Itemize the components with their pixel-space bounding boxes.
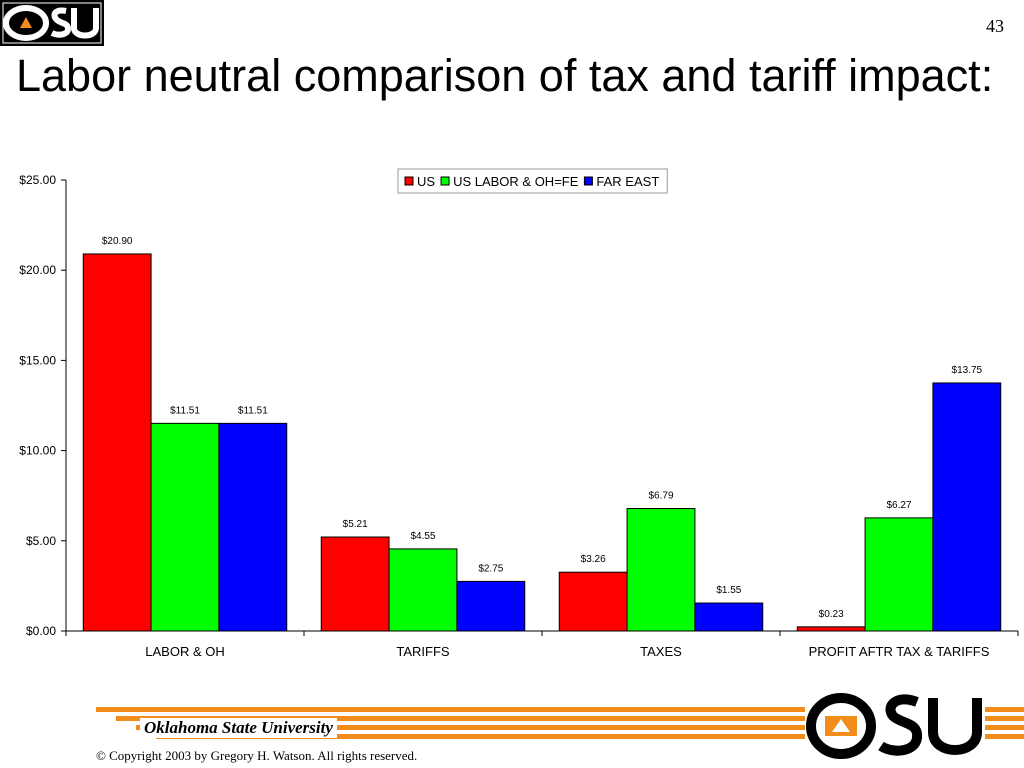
category-label: TARIFFS [396, 644, 450, 659]
y-tick-label: $10.00 [19, 444, 56, 458]
bar [150, 422, 220, 632]
bar [694, 602, 764, 632]
bar-data-label: $5.21 [343, 519, 368, 530]
bar-data-label: $1.55 [716, 585, 741, 596]
bar [864, 517, 934, 632]
bar-data-label: $11.51 [170, 405, 200, 416]
bar [796, 626, 866, 632]
y-tick-label: $20.00 [19, 263, 56, 277]
bar-data-label: $11.51 [238, 405, 268, 416]
category-label: LABOR & OH [145, 644, 224, 659]
legend-swatch [404, 176, 414, 186]
chart-legend: US US LABOR & OH=FE FAR EAST [397, 168, 668, 194]
chart-bars [82, 253, 1002, 632]
bar-data-label: $3.26 [581, 554, 606, 565]
bar [388, 548, 458, 632]
osu-logo-large [805, 690, 985, 762]
legend-label: US LABOR & OH=FE [453, 174, 579, 189]
legend-swatch [583, 176, 593, 186]
osu-logo-small [0, 0, 104, 46]
footer-stripes [96, 707, 1024, 739]
category-label: PROFIT AFTR TAX & TARIFFS [809, 644, 990, 659]
bar [932, 382, 1002, 632]
legend-swatch [440, 176, 450, 186]
slide-title: Labor neutral comparison of tax and tari… [16, 50, 994, 101]
y-tick-label: $5.00 [26, 534, 56, 548]
bar [82, 253, 152, 632]
bar [558, 571, 628, 632]
chart-data-labels: $20.90 $11.51 $11.51 $5.21 $4.55 $2.75 $3.26 $6… [102, 236, 983, 620]
bar [626, 508, 696, 632]
legend-label: FAR EAST [596, 174, 659, 189]
copyright-notice: © Copyright 2003 by Gregory H. Watson. A… [96, 748, 418, 763]
bar-data-label: $6.79 [648, 491, 673, 502]
bar-data-label: $13.75 [952, 365, 983, 376]
legend-label: US [417, 174, 435, 189]
y-tick-label: $15.00 [19, 353, 56, 367]
chart-axes: $0.00 $5.00 $10.00 $15.00 $20.00 $25.00 LABOR … [19, 173, 1019, 659]
bar-data-label: $2.75 [478, 563, 503, 574]
bar-data-label: $4.55 [410, 531, 435, 542]
bar [320, 536, 390, 632]
bar-data-label: $20.90 [102, 236, 133, 247]
bar-data-label: $0.23 [819, 609, 844, 620]
bar [456, 580, 526, 632]
category-label: TAXES [640, 644, 682, 659]
page-number: 43 [986, 16, 1004, 36]
university-name: Oklahoma State University [140, 718, 337, 738]
y-tick-label: $0.00 [26, 624, 56, 638]
bar-chart: $0.00 $5.00 $10.00 $15.00 $20.00 $25.00 LABOR … [19, 168, 1019, 659]
bar-data-label: $6.27 [886, 500, 911, 511]
y-tick-label: $25.00 [19, 173, 56, 187]
bar [218, 422, 288, 632]
